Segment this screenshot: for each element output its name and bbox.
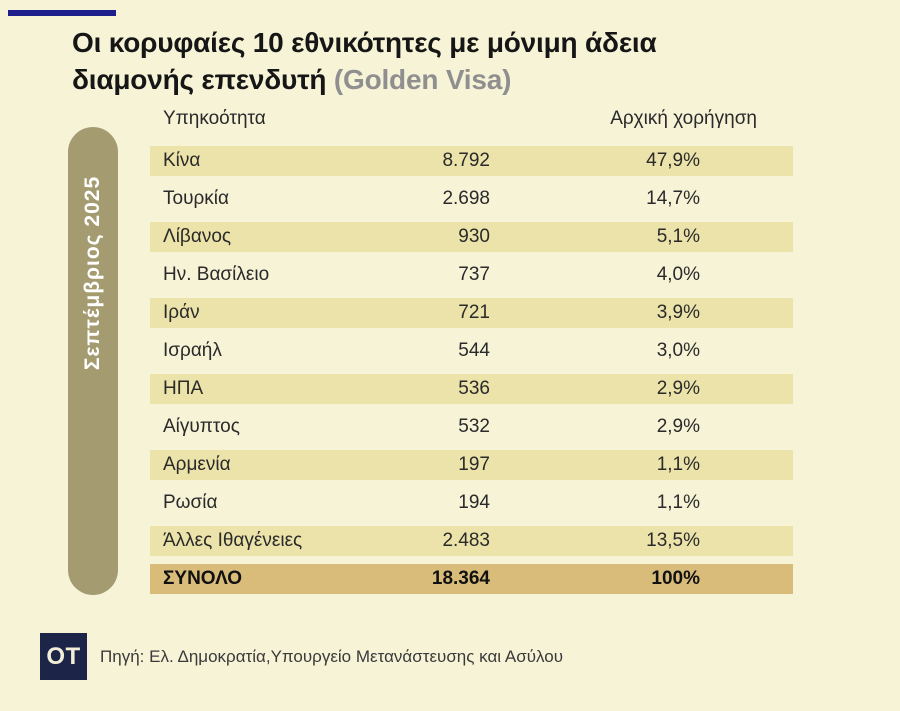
country-cell: Ην. Βασίλειο	[163, 264, 270, 285]
percent-cell: 14,7%	[646, 188, 700, 209]
country-cell: ΗΠΑ	[163, 378, 204, 399]
table-row: Αρμενία 197 1,1%	[150, 450, 793, 480]
percent-cell: 13,5%	[646, 530, 700, 551]
header-initial-grant: Αρχική χορήγηση	[610, 107, 757, 129]
date-pill-label: Σεπτέμβριος 2025	[81, 175, 105, 371]
percent-cell: 2,9%	[656, 416, 700, 437]
table-row: Αίγυπτος 532 2,9%	[150, 412, 793, 442]
ot-logo-text: OT	[46, 642, 81, 670]
country-cell: Τουρκία	[163, 188, 229, 209]
count-cell: 532	[458, 416, 490, 437]
table-row: Τουρκία 2.698 14,7%	[150, 184, 793, 214]
country-cell: Ιράν	[163, 302, 200, 323]
total-label-cell: ΣΥΝΟΛΟ	[163, 568, 243, 589]
count-cell: 197	[458, 454, 490, 475]
country-cell: Κίνα	[163, 150, 201, 171]
percent-cell: 47,9%	[646, 150, 700, 171]
date-pill	[68, 127, 118, 595]
golden-visa-table: Υπηκοότητα Αρχική χορήγηση Κίνα 8.792 47…	[150, 106, 793, 602]
table-row: Ρωσία 194 1,1%	[150, 488, 793, 518]
header-nationality: Υπηκοότητα	[163, 107, 266, 129]
count-cell: 544	[458, 340, 490, 361]
country-cell: Λίβανος	[163, 226, 232, 247]
country-cell: Ρωσία	[163, 492, 218, 513]
percent-cell: 1,1%	[656, 454, 700, 475]
page-title: Οι κορυφαίες 10 εθνικότητες με μόνιμη άδ…	[72, 24, 852, 98]
count-cell: 721	[458, 302, 490, 323]
count-cell: 737	[458, 264, 490, 285]
count-cell: 2.483	[442, 530, 490, 551]
country-cell: Αρμενία	[163, 454, 231, 475]
count-cell: 8.792	[442, 150, 490, 171]
percent-cell: 4,0%	[656, 264, 700, 285]
table-row: Ιράν 721 3,9%	[150, 298, 793, 328]
table-row: Ισραήλ 544 3,0%	[150, 336, 793, 366]
title-golden-visa: (Golden Visa)	[333, 64, 512, 95]
country-cell: Ισραήλ	[163, 340, 222, 361]
table-row: Λίβανος 930 5,1%	[150, 222, 793, 252]
country-cell: Αίγυπτος	[163, 416, 240, 437]
count-cell: 536	[458, 378, 490, 399]
accent-dash	[8, 10, 116, 16]
table-total-row: ΣΥΝΟΛΟ 18.364 100%	[150, 564, 793, 594]
table-row: Κίνα 8.792 47,9%	[150, 146, 793, 176]
date-pill-label-zone: Σεπτέμβριος 2025	[68, 130, 118, 416]
source-text: Πηγή: Ελ. Δημοκρατία,Υπουργείο Μετανάστε…	[100, 646, 563, 666]
ot-logo: OT	[40, 633, 87, 680]
table-row: Ην. Βασίλειο 737 4,0%	[150, 260, 793, 290]
table-header: Υπηκοότητα Αρχική χορήγηση	[150, 106, 793, 131]
total-count-cell: 18.364	[431, 568, 490, 589]
total-percent-cell: 100%	[651, 568, 700, 589]
percent-cell: 3,9%	[656, 302, 700, 323]
percent-cell: 1,1%	[656, 492, 700, 513]
table-row: ΗΠΑ 536 2,9%	[150, 374, 793, 404]
percent-cell: 3,0%	[656, 340, 700, 361]
percent-cell: 5,1%	[656, 226, 700, 247]
count-cell: 930	[458, 226, 490, 247]
title-line1: Οι κορυφαίες 10 εθνικότητες με μόνιμη άδ…	[72, 27, 657, 58]
table-row: Άλλες Ιθαγένειες 2.483 13,5%	[150, 526, 793, 556]
count-cell: 194	[458, 492, 490, 513]
title-line2: διαμονής επενδυτή	[72, 64, 334, 95]
percent-cell: 2,9%	[656, 378, 700, 399]
count-cell: 2.698	[442, 188, 490, 209]
country-cell: Άλλες Ιθαγένειες	[163, 530, 303, 551]
